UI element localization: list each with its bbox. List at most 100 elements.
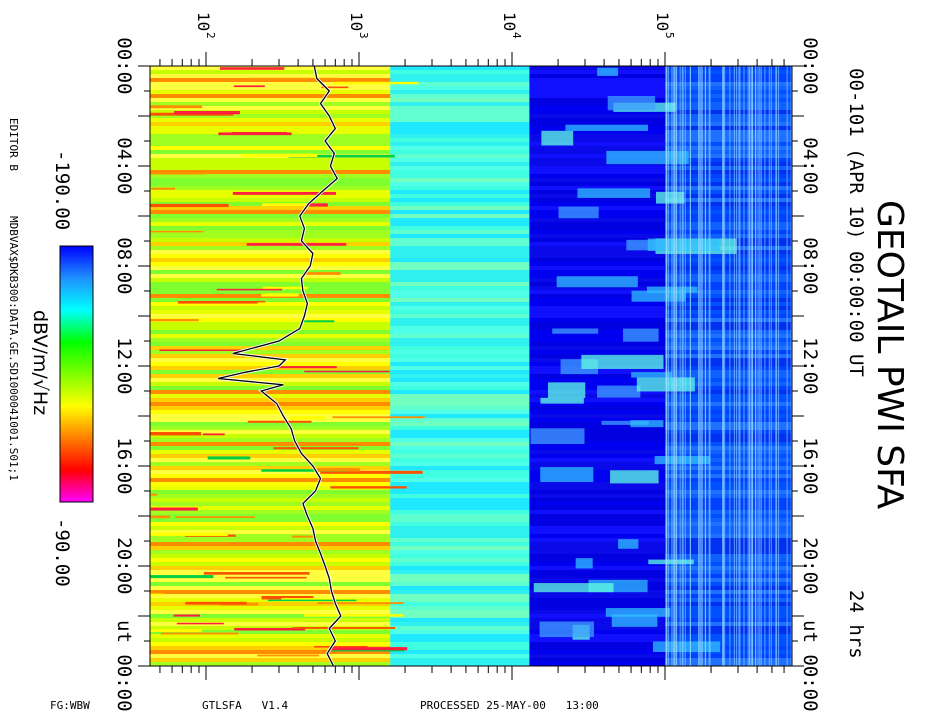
band-strip [665, 118, 792, 123]
streak [247, 420, 312, 423]
vline [679, 66, 681, 666]
streak [241, 153, 318, 158]
band-strip [529, 598, 666, 603]
band-strip [390, 354, 530, 359]
vline [764, 66, 766, 666]
band-strip [390, 250, 530, 255]
band-strip [150, 282, 391, 287]
streak [303, 320, 335, 323]
band-strip [665, 170, 792, 175]
x-tick-exponent: 5 [663, 32, 676, 39]
band-strip [390, 162, 530, 167]
band-strip [529, 130, 666, 135]
band-strip [390, 338, 530, 343]
band-strip [529, 470, 666, 475]
band-strip [529, 590, 666, 595]
band-strip [390, 378, 530, 383]
patch [565, 124, 648, 131]
band-strip [529, 122, 666, 127]
band-strip [665, 442, 792, 447]
x-tick-exponent: 4 [510, 32, 523, 39]
band-strip [150, 118, 391, 123]
band-strip [529, 350, 666, 355]
band-strip [150, 442, 391, 447]
patch [548, 382, 586, 399]
streak [150, 629, 202, 632]
band-strip [150, 362, 391, 367]
band-strip [665, 154, 792, 159]
streak [247, 77, 340, 81]
band-strip [390, 302, 530, 307]
band-strip [529, 158, 666, 163]
band-strip [665, 458, 792, 463]
band-strip [665, 470, 792, 475]
band-strip [390, 502, 530, 507]
band-strip [150, 538, 391, 543]
band-strip [150, 602, 391, 607]
band-strip [529, 642, 666, 647]
band-strip [665, 134, 792, 139]
band-strip [390, 382, 530, 387]
band-strip [150, 542, 391, 547]
band-strip [150, 94, 391, 99]
band-strip [150, 534, 391, 539]
patch [597, 67, 619, 76]
band-strip [390, 310, 530, 315]
band-strip [390, 258, 530, 263]
streak [151, 187, 176, 190]
band-strip [665, 222, 792, 227]
band-strip [150, 526, 391, 531]
band-strip [665, 70, 792, 75]
band-strip [150, 646, 391, 651]
band-strip [150, 498, 391, 503]
streak [317, 602, 404, 605]
band-strip [665, 574, 792, 579]
band-strip [150, 642, 391, 647]
band-strip [390, 462, 530, 467]
band-strip [390, 594, 530, 599]
streak [314, 645, 368, 648]
band-strip [529, 554, 666, 559]
band-strip [529, 258, 666, 263]
band-strip [665, 226, 792, 231]
band-strip [390, 186, 530, 191]
band-strip [390, 526, 530, 531]
band-strip [665, 594, 792, 599]
streak [267, 599, 357, 602]
band-strip [150, 162, 391, 167]
band-strip [529, 514, 666, 519]
band-strip [150, 354, 391, 359]
band-strip [529, 178, 666, 183]
band-strip [390, 74, 530, 79]
band-strip [150, 82, 391, 87]
band-strip [665, 314, 792, 319]
patch [623, 328, 659, 342]
band-strip [390, 550, 530, 555]
band-strip [529, 110, 666, 115]
y-tick-labels-right: 00:00 04:00 08:00 12:00 16:00 20:00 ut 00:00 [799, 37, 821, 711]
chart-subtitle: 00-101 (APR 10) 00:00:00 UT [845, 68, 867, 377]
streak [257, 302, 282, 305]
band-strip [529, 542, 666, 547]
band-strip [665, 546, 792, 551]
band-strip [150, 150, 391, 155]
band-strip [665, 114, 792, 119]
band-strip [150, 274, 391, 279]
band-strip [529, 446, 666, 451]
band-strip [390, 574, 530, 579]
band-strip [665, 182, 792, 187]
band-strip [529, 610, 666, 615]
band-strip [390, 122, 530, 127]
patch [581, 354, 664, 369]
band-strip [390, 118, 530, 123]
vline [786, 66, 788, 666]
band-strip [665, 338, 792, 343]
band-strip [529, 218, 666, 223]
band-strip [150, 410, 391, 415]
band-strip [150, 486, 391, 491]
footer-center: GTLSFA V1.4 [202, 699, 288, 712]
band-strip [390, 274, 530, 279]
band-strip [390, 126, 530, 131]
band-strip [529, 454, 666, 459]
